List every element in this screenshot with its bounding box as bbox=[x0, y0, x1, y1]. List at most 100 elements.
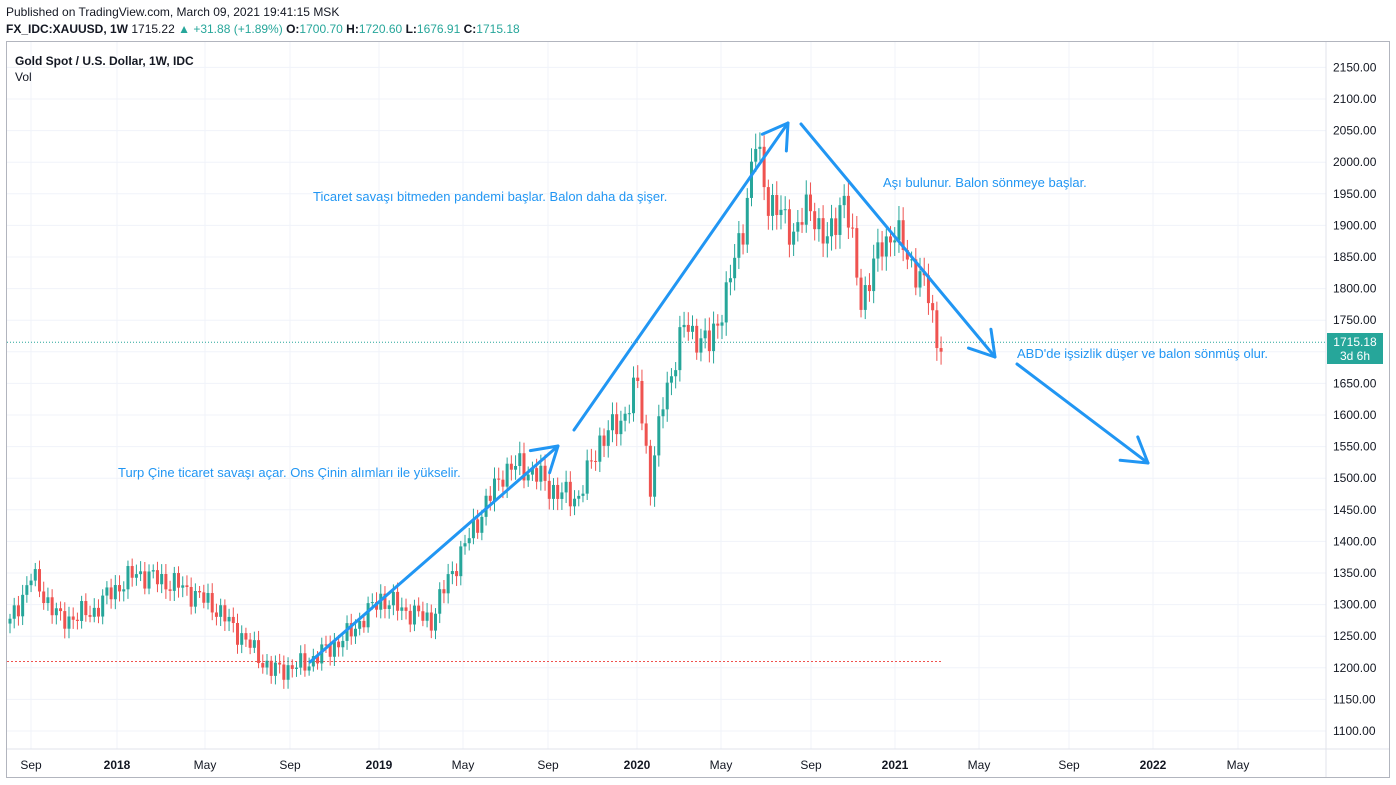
candle-body bbox=[787, 209, 791, 245]
candle-body bbox=[497, 478, 501, 480]
candle-body bbox=[227, 616, 231, 622]
candle-body bbox=[337, 641, 341, 648]
candle-body bbox=[42, 591, 46, 604]
candle-body bbox=[867, 285, 871, 292]
candle-body bbox=[501, 479, 505, 487]
candle-body bbox=[846, 195, 850, 228]
candle-body bbox=[931, 303, 935, 311]
time-tick-label: 2018 bbox=[104, 758, 131, 772]
candle-body bbox=[556, 484, 560, 499]
candle-body bbox=[54, 608, 58, 616]
candle-body bbox=[257, 640, 261, 664]
annotation-vaccine[interactable]: Aşı bulunur. Balon sönmeye başlar. bbox=[883, 175, 1087, 190]
candle-body bbox=[130, 566, 134, 578]
price-tick-label: 1250.00 bbox=[1333, 629, 1377, 643]
candle-body bbox=[92, 607, 96, 617]
candle-body bbox=[564, 481, 568, 493]
annotation-unemployment[interactable]: ABD'de işsizlik düşer ve balon sönmüş ol… bbox=[1017, 346, 1269, 361]
candle-body bbox=[269, 660, 273, 676]
candle-body bbox=[471, 519, 475, 539]
candle-body bbox=[792, 231, 796, 245]
candle-body bbox=[514, 465, 518, 470]
candle-body bbox=[202, 592, 206, 603]
candle-body bbox=[817, 218, 821, 230]
candle-body bbox=[404, 607, 408, 611]
candle-body bbox=[244, 633, 248, 640]
candles bbox=[8, 132, 943, 689]
candle-body bbox=[842, 195, 846, 206]
candle-body bbox=[905, 249, 909, 260]
candle-body bbox=[248, 639, 252, 648]
price-levels bbox=[7, 341, 1326, 662]
candle-body bbox=[252, 640, 256, 648]
candle-body bbox=[530, 468, 534, 475]
candle-body bbox=[160, 574, 164, 585]
candle-body bbox=[897, 220, 901, 241]
candle-body bbox=[450, 571, 454, 575]
candle-body bbox=[126, 566, 130, 590]
published-note: Published on TradingView.com, March 09, … bbox=[6, 5, 340, 19]
candle-body bbox=[459, 546, 463, 577]
candle-body bbox=[627, 413, 631, 415]
candle-body bbox=[640, 380, 644, 424]
candle-body bbox=[172, 573, 176, 591]
candle-body bbox=[25, 585, 29, 595]
candle-body bbox=[581, 493, 585, 496]
chart-grid bbox=[7, 42, 1326, 749]
candle-body bbox=[606, 430, 610, 446]
candle-body bbox=[695, 325, 699, 353]
price-tick-label: 1650.00 bbox=[1333, 376, 1377, 390]
annotation-trade-war[interactable]: Turp Çine ticaret savaşı açar. Ons Çinin… bbox=[118, 465, 461, 480]
candle-body bbox=[771, 195, 775, 216]
candle-body bbox=[425, 612, 429, 621]
candle-body bbox=[678, 327, 682, 371]
candle-body bbox=[884, 236, 888, 257]
time-tick-label: May bbox=[710, 758, 733, 772]
candle-body bbox=[758, 146, 762, 149]
annotation-pandemic[interactable]: Ticaret savaşı bitmeden pandemi başlar. … bbox=[313, 189, 668, 204]
candle-body bbox=[813, 211, 817, 230]
candle-body bbox=[699, 338, 703, 353]
last-price-tag: 1715.18 3d 6h bbox=[1327, 333, 1383, 364]
candle-body bbox=[282, 664, 286, 680]
candle-body bbox=[619, 420, 623, 435]
time-tick-label: Sep bbox=[537, 758, 559, 772]
candle-body bbox=[463, 543, 467, 547]
high-label: H: bbox=[346, 22, 359, 36]
candle-body bbox=[893, 240, 897, 243]
candle-body bbox=[682, 324, 686, 328]
candle-body bbox=[560, 492, 564, 499]
candle-body bbox=[661, 409, 665, 417]
chart-frame bbox=[6, 41, 1390, 778]
candle-body bbox=[29, 580, 33, 586]
time-axis[interactable]: Sep 2018 May Sep 2019 May Sep 2020 May Sep 2021 May… bbox=[7, 748, 1389, 772]
candle-body bbox=[573, 498, 577, 507]
candle-body bbox=[429, 612, 433, 631]
arrow-head-icon bbox=[966, 327, 997, 359]
candle-body bbox=[265, 660, 269, 668]
candle-body bbox=[796, 222, 800, 232]
candle-body bbox=[139, 571, 143, 575]
candle-body bbox=[353, 628, 357, 637]
candle-body bbox=[370, 602, 374, 604]
price-axis[interactable]: 2150.00 2100.00 2050.00 2000.00 1950.00 1900.… bbox=[1325, 42, 1377, 777]
candle-body bbox=[577, 495, 581, 499]
candle-body bbox=[442, 589, 446, 594]
time-tick-label: 2021 bbox=[882, 758, 909, 772]
trend-arrow-line bbox=[572, 121, 790, 432]
price-tick-label: 1400.00 bbox=[1333, 534, 1377, 548]
candle-body bbox=[914, 259, 918, 288]
candle-body bbox=[155, 570, 159, 585]
candle-body bbox=[851, 227, 855, 229]
arrow-head-icon bbox=[760, 121, 790, 153]
candle-body bbox=[231, 616, 235, 624]
candle-body bbox=[547, 480, 551, 499]
candle-body bbox=[37, 569, 41, 592]
symbol-label[interactable]: FX_IDC:XAUUSD, 1W bbox=[6, 22, 129, 36]
time-tick-label: Sep bbox=[20, 758, 42, 772]
candle-body bbox=[766, 187, 770, 216]
candle-body bbox=[707, 330, 711, 352]
candle-body bbox=[505, 463, 509, 487]
candle-body bbox=[488, 495, 492, 501]
